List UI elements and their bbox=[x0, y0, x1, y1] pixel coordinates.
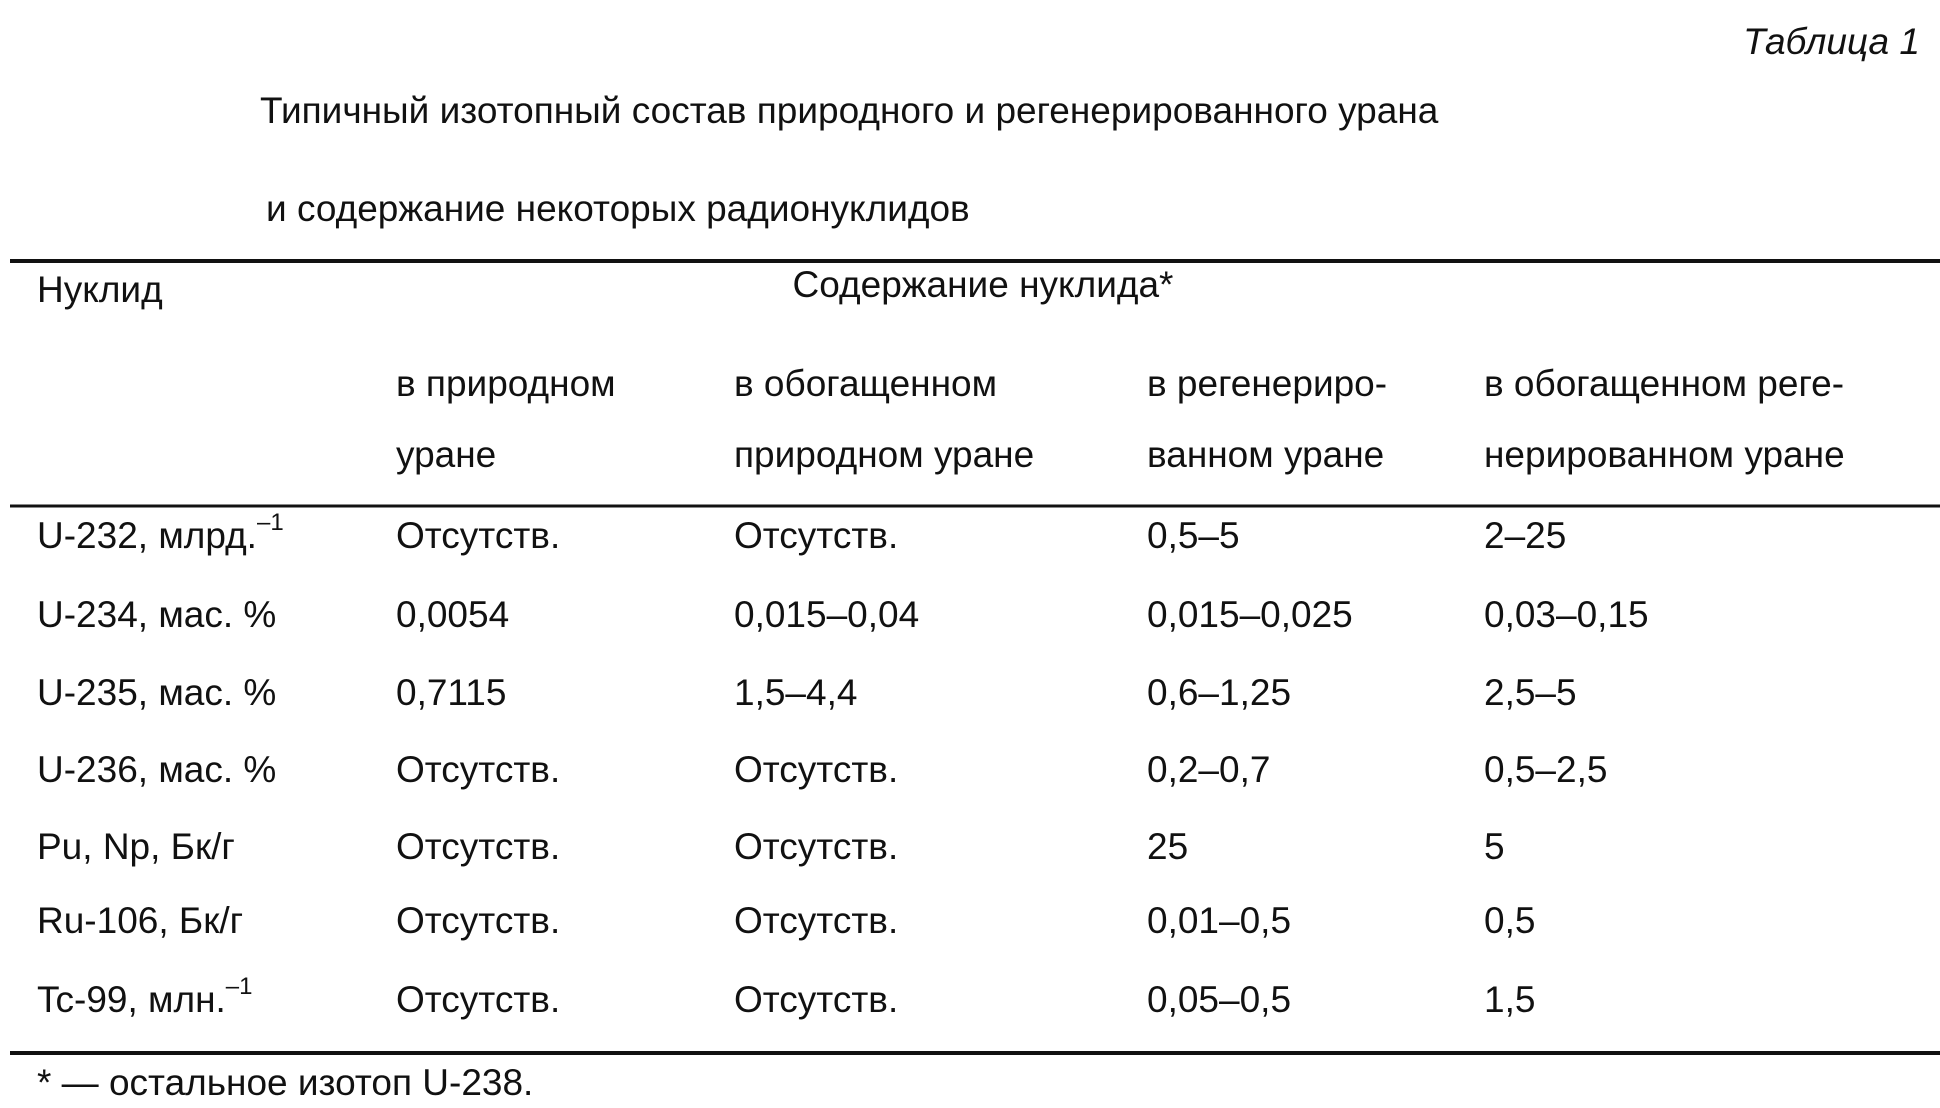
table-cell: Отсутств. bbox=[396, 900, 560, 941]
table-cell: U-235, мас. % bbox=[37, 672, 276, 713]
table-cell: 2,5–5 bbox=[1484, 672, 1577, 713]
table-cell: Отсутств. bbox=[734, 749, 898, 790]
table-cell: 0,5–5 bbox=[1147, 515, 1240, 556]
table-cell: 0,05–0,5 bbox=[1147, 979, 1291, 1020]
column-header: нерированном уране bbox=[1484, 434, 1845, 475]
group-header: Содержание нуклида* bbox=[793, 264, 1174, 305]
cell-text: U-232, млрд. bbox=[37, 515, 257, 556]
table-cell: Отсутств. bbox=[734, 900, 898, 941]
table-cell: 0,6–1,25 bbox=[1147, 672, 1291, 713]
table-cell: 1,5 bbox=[1484, 979, 1535, 1020]
table-cell: Отсутств. bbox=[396, 749, 560, 790]
table-cell: U-236, мас. % bbox=[37, 749, 276, 790]
table-cell: 0,7115 bbox=[396, 672, 506, 713]
superscript: –1 bbox=[226, 973, 253, 1000]
superscript: –1 bbox=[257, 509, 284, 536]
column-header: в обогащенном реге- bbox=[1484, 363, 1844, 404]
table-cell: 0,5 bbox=[1484, 900, 1535, 941]
table-cell: Pu, Np, Бк/г bbox=[37, 826, 235, 867]
table-cell: Отсутств. bbox=[734, 979, 898, 1020]
table-cell: Отсутств. bbox=[396, 515, 560, 556]
table-cell: U-234, мас. % bbox=[37, 594, 276, 635]
table-cell: Tc-99, млн.–1 bbox=[37, 973, 252, 1019]
table-cell: 1,5–4,4 bbox=[734, 672, 857, 713]
cell-text: Tc-99, млн. bbox=[37, 979, 226, 1020]
column-header: уране bbox=[396, 434, 496, 475]
table-cell: Отсутств. bbox=[396, 826, 560, 867]
table-cell: 0,015–0,04 bbox=[734, 594, 919, 635]
table-title: Типичный изотопный состав природного и р… bbox=[260, 90, 1439, 131]
column-header: в природном bbox=[396, 363, 616, 404]
table-cell: 0,0054 bbox=[396, 594, 509, 635]
table-cell: Ru-106, Бк/г bbox=[37, 900, 243, 941]
column-header: в регенериро- bbox=[1147, 363, 1387, 404]
table-cell: Отсутств. bbox=[734, 826, 898, 867]
table-title: и содержание некоторых радионуклидов bbox=[266, 188, 970, 229]
footnote: * — остальное изотоп U-238. bbox=[37, 1062, 533, 1103]
table-label: Таблица 1 bbox=[1743, 21, 1920, 62]
column-header: в обогащенном bbox=[734, 363, 997, 404]
table-cell: 25 bbox=[1147, 826, 1188, 867]
table-cell: 0,2–0,7 bbox=[1147, 749, 1270, 790]
table-cell: 0,015–0,025 bbox=[1147, 594, 1353, 635]
table-cell: Отсутств. bbox=[734, 515, 898, 556]
table-cell: 5 bbox=[1484, 826, 1505, 867]
column-header: природном уране bbox=[734, 434, 1034, 475]
column-header: Нуклид bbox=[37, 269, 163, 310]
table-cell: 0,5–2,5 bbox=[1484, 749, 1607, 790]
table-cell: Отсутств. bbox=[396, 979, 560, 1020]
column-header: ванном уране bbox=[1147, 434, 1384, 475]
table-cell: U-232, млрд.–1 bbox=[37, 509, 284, 555]
table-cell: 0,01–0,5 bbox=[1147, 900, 1291, 941]
table-cell: 2–25 bbox=[1484, 515, 1566, 556]
table-cell: 0,03–0,15 bbox=[1484, 594, 1649, 635]
